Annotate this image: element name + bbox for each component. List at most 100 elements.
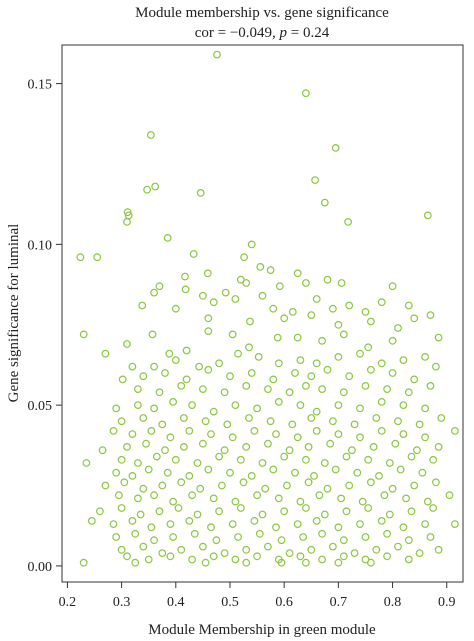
data-point: [177, 545, 186, 554]
data-point: [358, 497, 367, 506]
data-point: [302, 89, 310, 98]
data-point: [274, 359, 283, 368]
data-point: [372, 545, 381, 554]
data-point: [288, 308, 297, 316]
data-point: [296, 356, 305, 365]
plot-frame: [61, 44, 464, 583]
data-point: [158, 481, 167, 490]
data-point: [128, 430, 137, 439]
data-point: [269, 465, 278, 474]
data-point: [329, 542, 337, 551]
data-point: [264, 385, 272, 394]
data-point: [242, 558, 251, 567]
data-point: [344, 217, 353, 226]
data-point: [185, 472, 194, 480]
data-point: [245, 414, 253, 422]
data-point: [150, 288, 159, 297]
data-point: [415, 420, 424, 429]
data-point: [142, 439, 150, 448]
data-point: [410, 314, 419, 323]
data-point: [285, 549, 294, 557]
data-point: [396, 465, 405, 474]
data-point: [101, 349, 110, 358]
data-point: [228, 520, 237, 528]
data-point: [272, 523, 280, 532]
data-point: [234, 349, 243, 358]
data-point: [179, 443, 188, 451]
data-point: [361, 382, 370, 390]
data-point: [318, 385, 327, 394]
data-point: [331, 143, 340, 152]
data-point: [372, 414, 381, 422]
data-point: [242, 443, 251, 451]
data-point: [185, 427, 194, 435]
data-point: [356, 404, 364, 413]
data-point: [120, 478, 129, 487]
data-point: [302, 504, 310, 512]
data-point: [228, 433, 237, 442]
data-point: [79, 330, 88, 339]
data-point: [274, 494, 283, 503]
data-point: [377, 517, 386, 525]
data-point: [139, 542, 148, 551]
chart-subtitle: cor = −0.049, p = 0.24: [195, 25, 330, 41]
data-point: [394, 324, 402, 332]
data-point: [339, 388, 348, 397]
data-point: [198, 291, 207, 300]
data-point: [155, 282, 164, 291]
data-point: [296, 401, 305, 410]
data-point: [253, 404, 262, 413]
data-point: [356, 349, 364, 358]
data-point: [212, 536, 221, 545]
data-point: [367, 558, 375, 567]
data-point: [311, 176, 320, 185]
data-point: [413, 446, 421, 455]
data-point: [245, 343, 253, 352]
data-point: [407, 507, 416, 516]
data-point: [399, 430, 408, 439]
data-point: [133, 401, 142, 410]
data-point: [367, 317, 375, 326]
data-point: [272, 430, 280, 439]
data-point: [277, 558, 286, 567]
data-point: [394, 417, 402, 426]
data-point: [256, 263, 265, 271]
data-point: [198, 385, 207, 394]
data-point: [220, 549, 229, 557]
data-point: [361, 308, 370, 316]
data-point: [151, 182, 160, 191]
data-point: [364, 504, 373, 512]
data-point: [345, 301, 354, 310]
data-point: [296, 552, 305, 561]
y-tick-label: 0.05: [28, 399, 53, 414]
data-point: [364, 343, 373, 352]
data-point: [451, 427, 459, 435]
data-point: [174, 504, 183, 512]
data-point: [76, 253, 85, 262]
data-point: [312, 295, 321, 303]
data-point: [185, 517, 194, 525]
data-point: [334, 430, 343, 439]
x-tick-label: 0.5: [221, 595, 239, 610]
data-point: [101, 481, 110, 490]
data-point: [217, 481, 226, 490]
data-point: [166, 520, 175, 528]
data-point: [312, 517, 321, 525]
data-point: [356, 433, 364, 442]
data-point: [280, 314, 289, 323]
data-point: [432, 478, 440, 487]
data-point: [196, 484, 205, 493]
data-point: [307, 414, 316, 422]
data-point: [339, 536, 348, 545]
data-point: [182, 375, 191, 384]
data-point: [258, 510, 267, 519]
data-point: [418, 468, 427, 477]
data-point: [155, 507, 164, 516]
data-point: [326, 439, 335, 448]
data-point: [112, 404, 121, 413]
data-point: [213, 50, 221, 59]
data-point: [429, 455, 438, 464]
data-point: [404, 301, 413, 310]
data-point: [320, 459, 329, 467]
data-point: [426, 533, 435, 541]
